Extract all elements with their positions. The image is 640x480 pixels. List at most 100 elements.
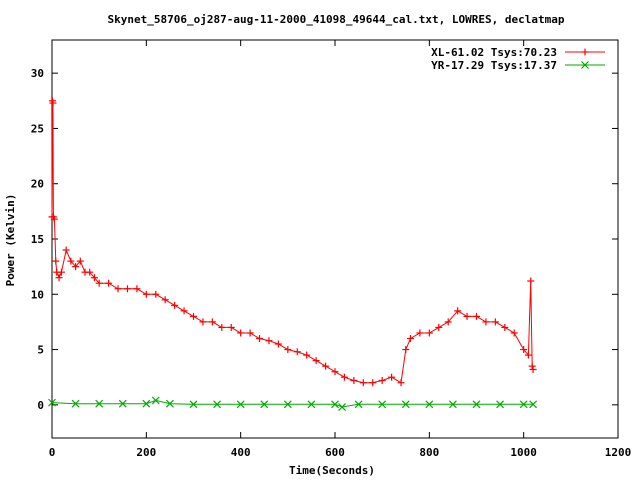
data-point [246, 329, 254, 337]
x-tick-label: 600 [325, 446, 345, 459]
series-1 [48, 97, 537, 387]
data-point [55, 274, 63, 282]
data-point [213, 400, 222, 409]
data-point [378, 400, 387, 409]
data-point [312, 357, 320, 365]
data-point [416, 329, 424, 337]
data-point [425, 400, 434, 409]
plot-frame [51, 39, 619, 439]
data-point [388, 373, 396, 381]
chart-title: Skynet_58706_oj287-aug-11-2000_41098_496… [108, 13, 565, 26]
data-point [265, 337, 273, 345]
data-point [444, 318, 452, 326]
data-point [303, 351, 311, 359]
data-point [161, 296, 169, 304]
y-tick-label: 10 [31, 288, 44, 301]
data-point [473, 312, 480, 320]
data-point [49, 99, 57, 107]
data-point [71, 399, 80, 408]
legend-marker [581, 48, 589, 56]
data-point [62, 246, 70, 254]
data-point [369, 379, 377, 387]
data-point [86, 268, 94, 276]
data-point [48, 398, 56, 407]
data-point [52, 257, 60, 265]
data-point [378, 377, 386, 385]
legend-label: XL-61.02 Tsys:70.23 [431, 46, 557, 59]
data-point [491, 318, 499, 326]
data-point [208, 318, 216, 326]
data-point [307, 400, 316, 409]
data-point [463, 312, 471, 320]
data-point [454, 307, 462, 315]
data-point [76, 257, 84, 265]
data-point [189, 400, 198, 409]
data-point [284, 346, 292, 354]
data-point [402, 346, 410, 354]
data-point [401, 400, 410, 409]
data-point [331, 368, 339, 376]
y-tick-label: 20 [31, 178, 44, 191]
plot-area: 0 200 400 600 800 1000 1200 0 5 10 15 20 25 30 [31, 39, 632, 459]
data-point [528, 362, 536, 370]
data-point [293, 348, 301, 356]
data-point [133, 285, 141, 293]
data-point [340, 373, 348, 381]
legend-label: YR-17.29 Tsys:17.37 [431, 59, 557, 72]
data-point [142, 290, 150, 298]
data-point [527, 277, 535, 285]
data-point [354, 400, 363, 409]
y-tick-label: 5 [37, 344, 44, 357]
data-point [50, 215, 58, 223]
data-point [171, 301, 179, 309]
x-axis: 0 200 400 600 800 1000 1200 [49, 40, 632, 459]
data-point [338, 403, 346, 411]
data-point [180, 307, 188, 315]
data-point [406, 335, 414, 342]
data-point [331, 400, 339, 409]
x-tick-label: 1000 [510, 446, 537, 459]
data-point [283, 400, 292, 409]
data-point [529, 365, 537, 373]
series-2 [48, 396, 538, 411]
y-tick-label: 25 [31, 122, 44, 135]
data-point [529, 400, 538, 409]
data-point [472, 400, 481, 409]
data-point [72, 263, 80, 271]
data-point [274, 340, 282, 348]
series-line [51, 100, 534, 384]
data-point [501, 323, 509, 331]
x-tick-label: 200 [136, 446, 156, 459]
data-point [236, 400, 245, 409]
data-point [218, 323, 226, 331]
data-point [90, 274, 98, 282]
y-tick-label: 15 [31, 233, 44, 246]
data-point [496, 400, 505, 409]
data-point [519, 400, 528, 409]
data-point [237, 329, 245, 337]
x-tick-label: 1200 [605, 446, 632, 459]
y-tick-label: 0 [37, 399, 44, 412]
data-point [151, 396, 160, 405]
series-layer [48, 97, 538, 411]
data-point [425, 329, 433, 337]
data-point [227, 323, 235, 331]
data-point [435, 323, 443, 331]
data-point [322, 362, 330, 370]
x-tick-label: 400 [231, 446, 251, 459]
data-point [95, 279, 103, 287]
data-point [123, 285, 131, 293]
data-point [482, 318, 490, 326]
data-point [199, 318, 207, 326]
data-point [524, 351, 532, 359]
data-point [397, 379, 405, 387]
data-point [260, 400, 269, 409]
data-point [105, 279, 113, 287]
data-point [142, 399, 151, 408]
y-axis-label: Power (Kelvin) [4, 194, 17, 287]
x-tick-label: 0 [49, 446, 56, 459]
data-point [190, 312, 197, 320]
data-point [520, 346, 528, 354]
